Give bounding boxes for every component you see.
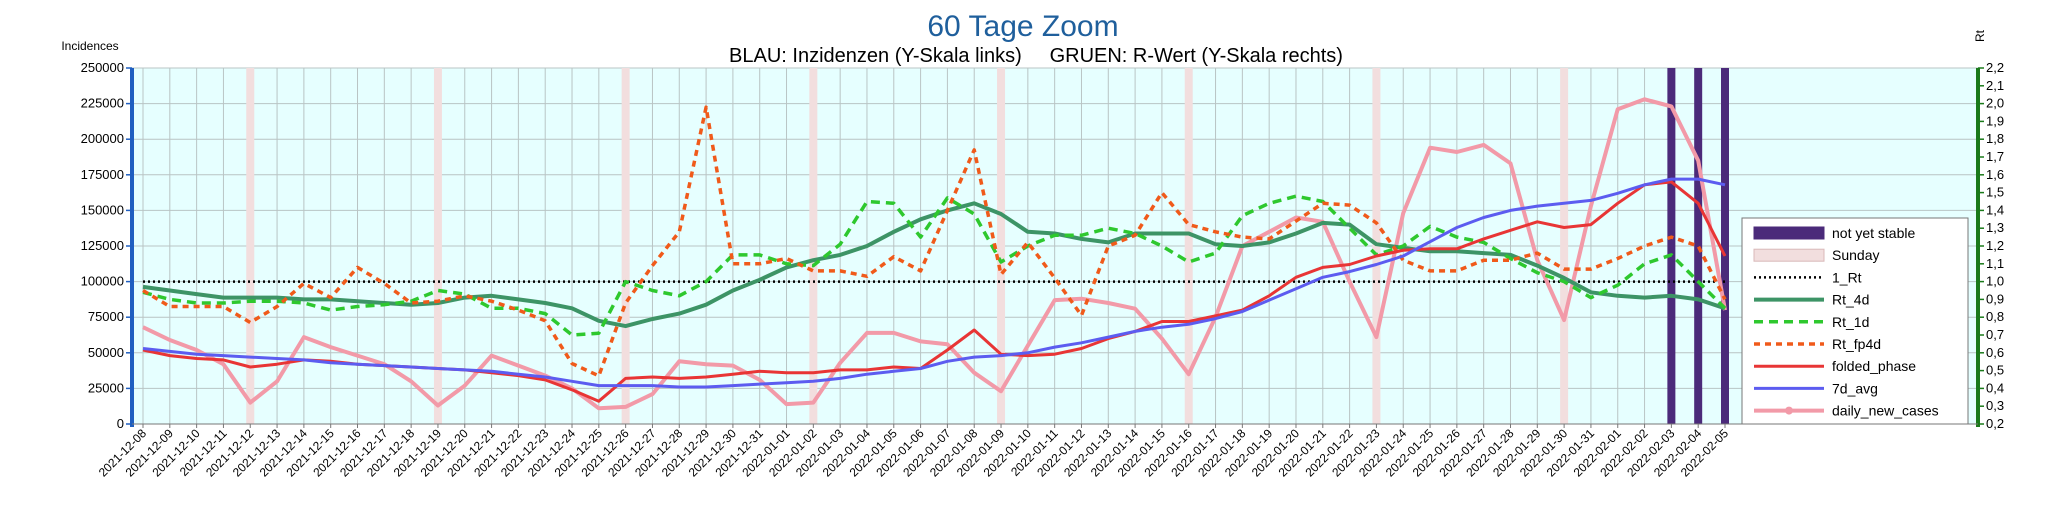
right-tick-label: 0,9 <box>1986 291 2004 306</box>
series-line-7d-avg <box>142 177 1726 389</box>
left-tick-label: 250000 <box>81 60 124 75</box>
left-tick-label: 225000 <box>81 96 124 111</box>
legend-marker-daily-new-cases <box>1785 406 1793 415</box>
right-tick-label: 1,3 <box>1986 220 2004 235</box>
left-tick-label: 175000 <box>81 167 124 182</box>
legend-swatch-not-yet-stable <box>1753 226 1825 240</box>
sunday-bar <box>433 68 442 424</box>
not-yet-stable-bar <box>1721 68 1729 424</box>
sunday-bar <box>621 68 630 424</box>
legend-label-Rt-1d: Rt_1d <box>1832 314 1869 330</box>
left-tick-label: 0 <box>117 416 124 431</box>
legend-label-7d-avg: 7d_avg <box>1832 380 1878 396</box>
right-tick-label: 0,4 <box>1986 380 2004 395</box>
legend-label-1-Rt: 1_Rt <box>1832 269 1862 285</box>
right-tick-label: 2,0 <box>1986 96 2004 111</box>
left-tick-label: 200000 <box>81 131 124 146</box>
sunday-bar <box>997 68 1006 424</box>
right-tick-label: 2,2 <box>1986 60 2004 75</box>
chart-subtitle: BLAU: Inzidenzen (Y-Skala links) GRUEN: … <box>729 45 1343 67</box>
legend-label-Rt-4d: Rt_4d <box>1832 292 1869 308</box>
right-tick-label: 0,2 <box>1986 416 2004 431</box>
left-tick-label: 50000 <box>88 345 124 360</box>
right-tick-label: 1,1 <box>1986 256 2004 271</box>
not-yet-stable-bar <box>1667 68 1676 424</box>
series-line-Rt-fp4d <box>142 105 1727 378</box>
sunday-bar <box>809 68 818 424</box>
legend: not yet stable Sunday 1_Rt Rt_4d Rt_1d Rt_fp4… <box>1741 217 1969 425</box>
right-tick-label: 1,4 <box>1986 202 2004 217</box>
legend-label-Sunday: Sunday <box>1832 247 1879 263</box>
sunday-bar <box>246 68 255 424</box>
right-tick-label: 0,7 <box>1986 327 2004 342</box>
legend-swatch-Sunday <box>1753 248 1825 262</box>
legend-label-not-yet-stable: not yet stable <box>1832 225 1915 241</box>
legend-label-daily-new-cases: daily_new_cases <box>1832 403 1939 419</box>
right-tick-label: 2,1 <box>1986 78 2004 93</box>
left-tick-label: 75000 <box>88 309 124 324</box>
right-tick-label: 0,5 <box>1986 363 2004 378</box>
legend-label-Rt-fp4d: Rt_fp4d <box>1832 336 1881 352</box>
left-tick-label: 125000 <box>81 238 124 253</box>
series-line-daily-new-cases <box>142 97 1727 411</box>
plot-area: 0 25000 50000 75000 100000 125000 150000 175000… <box>81 60 2004 480</box>
right-tick-label: 1,7 <box>1986 149 2004 164</box>
sunday-bar <box>1560 68 1569 424</box>
right-tick-label: 1,0 <box>1986 274 2004 289</box>
not-yet-stable-bar <box>1694 68 1703 424</box>
legend-label-folded-phase: folded_phase <box>1832 358 1916 374</box>
left-tick-label: 25000 <box>88 380 124 395</box>
right-tick-label: 0,6 <box>1986 345 2004 360</box>
right-tick-label: 0,3 <box>1986 398 2004 413</box>
left-tick-label: 150000 <box>81 202 124 217</box>
right-tick-label: 1,9 <box>1986 113 2004 128</box>
right-tick-label: 1,5 <box>1986 185 2004 200</box>
right-tick-label: 1,6 <box>1986 167 2004 182</box>
sunday-bar <box>1184 68 1193 424</box>
right-tick-label: 1,2 <box>1986 238 2004 253</box>
chart-title: 60 Tage Zoom <box>927 10 1118 43</box>
right-tick-label: 1,8 <box>1986 131 2004 146</box>
right-tick-label: 0,8 <box>1986 309 2004 324</box>
left-axis-title: Incidences <box>61 39 118 53</box>
right-axis-title: Rt <box>1973 29 1987 42</box>
left-tick-label: 100000 <box>81 274 124 289</box>
